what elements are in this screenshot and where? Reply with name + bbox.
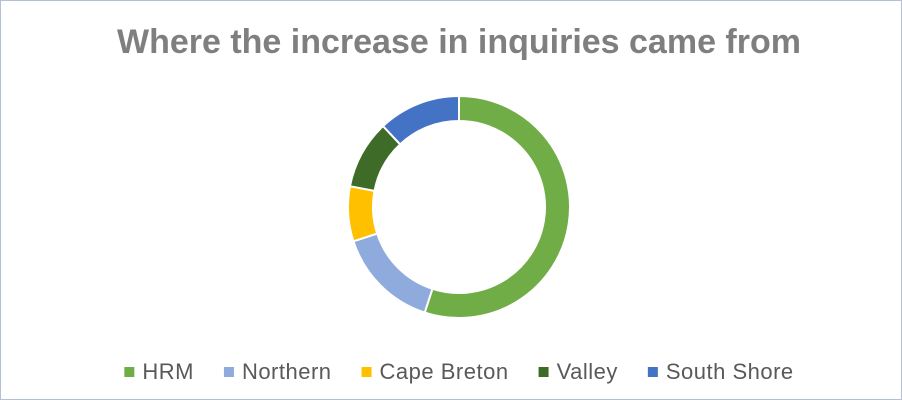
legend-item: South Shore [647, 359, 794, 384]
legend-label: HRM [142, 359, 194, 384]
legend-label: Cape Breton [380, 359, 509, 384]
legend-swatch [223, 367, 234, 377]
legend-label: Northern [242, 359, 332, 384]
doughnut-segment [381, 94, 460, 146]
legend-swatch [124, 367, 135, 377]
legend-item: Cape Breton [361, 359, 509, 384]
legend-item: Valley [538, 359, 618, 384]
doughnut-segment [347, 185, 379, 243]
legend-swatch [647, 367, 658, 377]
legend-label: South Shore [666, 359, 794, 384]
legend-item: HRM [124, 359, 194, 384]
legend: HRM Northern Cape Breton Valley South Shore [124, 359, 793, 384]
doughnut-segment [423, 94, 571, 319]
chart-title: Where the increase in inquiries came fro… [117, 23, 801, 61]
legend-label: Valley [557, 359, 618, 384]
legend-swatch [361, 367, 372, 377]
legend-swatch [538, 367, 549, 377]
legend-item: Northern [223, 359, 332, 384]
